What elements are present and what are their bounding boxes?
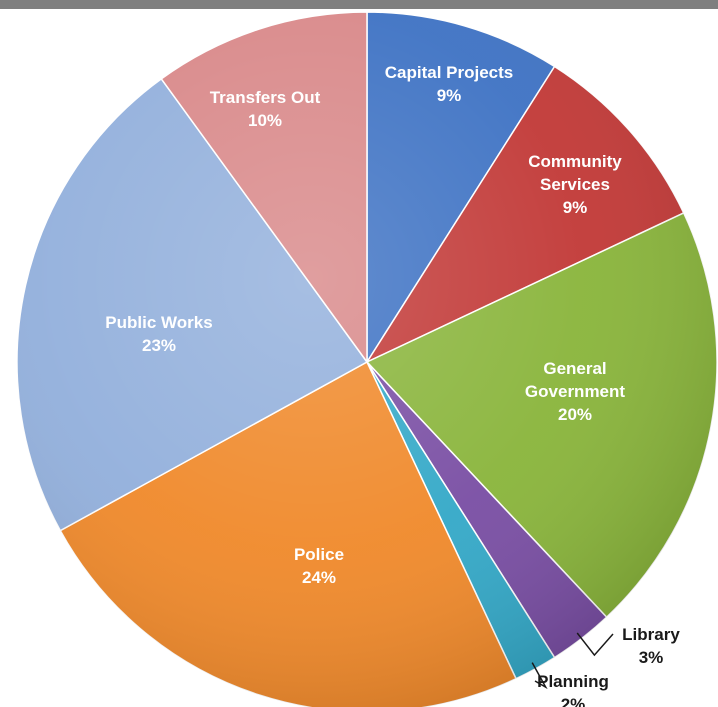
slice-percent: 10% xyxy=(248,111,282,130)
slice-name-line: Library xyxy=(622,625,680,644)
slice-label-general-government: General Government 20% xyxy=(525,359,625,424)
slice-labels: Capital Projects 9% Community Services 9% Gen… xyxy=(105,63,680,707)
slice-percent: 24% xyxy=(302,568,336,587)
slice-label-transfers-out: Transfers Out 10% xyxy=(210,88,321,130)
leader-line-planning xyxy=(531,662,548,690)
slice-label-police: Police 24% xyxy=(294,545,344,587)
slice-name-line: Services xyxy=(540,175,610,194)
slice-label-library: Library 3% xyxy=(622,625,680,667)
slice-name-line: General xyxy=(543,359,606,378)
slice-name-line: Police xyxy=(294,545,344,564)
slice-name-line: Capital Projects xyxy=(385,63,514,82)
slice-name-line: Planning xyxy=(537,672,609,691)
leader-lines xyxy=(531,632,614,690)
slice-percent: 9% xyxy=(437,86,462,105)
slice-name-line: Government xyxy=(525,382,625,401)
slice-percent: 23% xyxy=(142,336,176,355)
slice-label-capital-projects: Capital Projects 9% xyxy=(385,63,514,105)
slice-percent: 9% xyxy=(563,198,588,217)
top-band xyxy=(0,0,718,9)
slice-name-line: Community xyxy=(528,152,622,171)
slice-percent: 2% xyxy=(561,695,586,707)
slice-label-community-services: Community Services 9% xyxy=(528,152,622,217)
slice-name-line: Public Works xyxy=(105,313,212,332)
leader-line-library xyxy=(576,632,614,657)
pie-slices xyxy=(16,11,718,707)
slice-percent: 20% xyxy=(558,405,592,424)
slice-name-line: Transfers Out xyxy=(210,88,321,107)
slice-label-public-works: Public Works 23% xyxy=(105,313,212,355)
slice-percent: 3% xyxy=(639,648,664,667)
slice-label-planning: Planning 2% xyxy=(537,672,609,707)
